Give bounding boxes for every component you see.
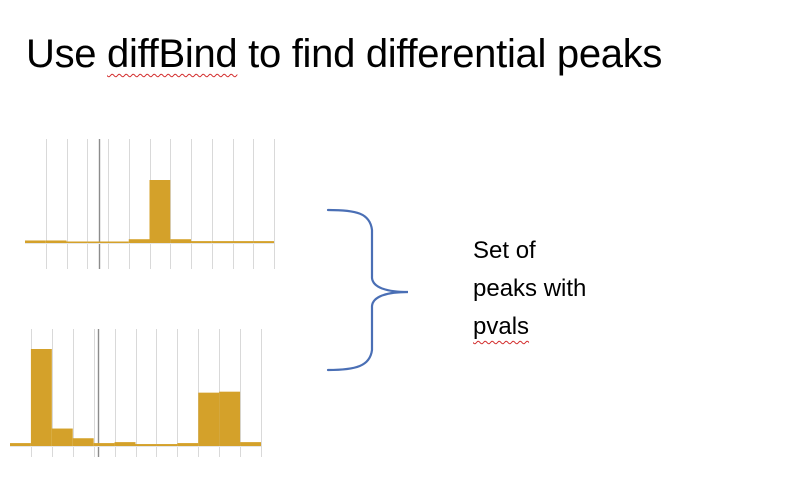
- bar: [30, 349, 52, 446]
- brace-path: [326, 208, 409, 372]
- bar: [156, 444, 178, 446]
- bar: [198, 392, 220, 446]
- bar: [177, 443, 199, 446]
- brace-label: Set of peaks with pvals: [473, 232, 586, 346]
- bar: [232, 241, 254, 243]
- brace-label-line-2: peaks with: [473, 275, 587, 302]
- bar: [66, 241, 88, 243]
- bar: [72, 438, 94, 446]
- title-tool-name: diffBind: [107, 32, 238, 76]
- bar: [10, 443, 31, 446]
- bar: [211, 241, 233, 243]
- bar: [219, 391, 241, 446]
- bar: [191, 241, 212, 243]
- peak-histogram-bottom: [10, 329, 262, 457]
- bar: [170, 239, 191, 243]
- peak-histogram-top: [25, 139, 275, 269]
- slide-title: Use diffBind to find differential peaks: [26, 30, 662, 78]
- bar: [149, 180, 171, 243]
- bar: [135, 444, 157, 446]
- bar: [114, 442, 136, 446]
- bar: [253, 241, 274, 243]
- title-text-before: Use: [26, 32, 108, 76]
- right-curly-brace-icon: [326, 208, 409, 372]
- bar: [93, 443, 115, 446]
- bar: [45, 240, 67, 243]
- bar: [87, 241, 108, 243]
- bar: [240, 442, 261, 446]
- bar: [25, 240, 46, 243]
- brace-label-line-3: pvals: [473, 313, 530, 340]
- brace-label-line-1: Set of: [473, 237, 536, 264]
- bar: [128, 239, 150, 243]
- title-text-after: to find differential peaks: [237, 32, 663, 76]
- bar: [108, 241, 129, 243]
- bar: [51, 428, 73, 446]
